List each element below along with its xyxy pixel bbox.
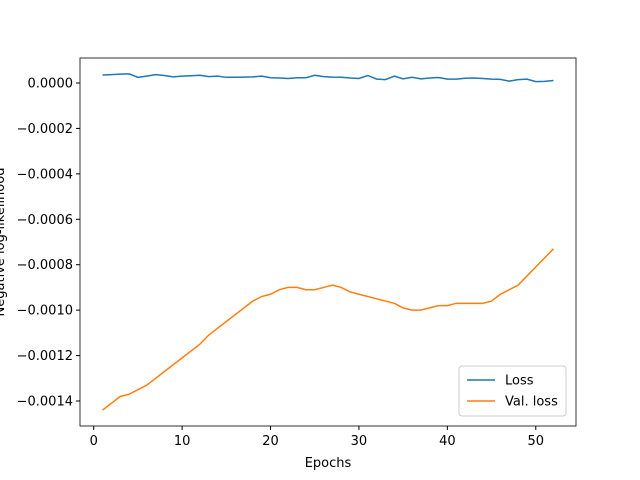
x-axis-label: Epochs [305,456,352,471]
legend-label: Loss [505,374,534,389]
y-tick-label: −0.0008 [17,258,73,273]
y-tick-label: −0.0014 [17,395,73,410]
line [102,248,554,411]
y-tick-label: −0.0004 [17,167,73,182]
legend-box [458,365,567,417]
x-tick-label: 10 [174,434,191,449]
y-axis-label: Negative log-likelihood [0,168,8,317]
legend-label: Val. loss [505,395,558,410]
y-tick-label: −0.0006 [17,213,73,228]
plot-frame [79,57,577,427]
x-tick-label: 40 [439,434,456,449]
x-tick-label: 50 [527,434,544,449]
x-tick-label: 0 [90,434,98,449]
y-tick-label: −0.0002 [17,122,73,137]
x-tick-label: 20 [262,434,279,449]
x-tick-label: 30 [351,434,368,449]
y-tick-label: 0.0000 [28,76,74,91]
y-tick-label: −0.0010 [17,304,73,319]
y-tick-label: −0.0012 [17,349,73,364]
line [102,73,554,83]
